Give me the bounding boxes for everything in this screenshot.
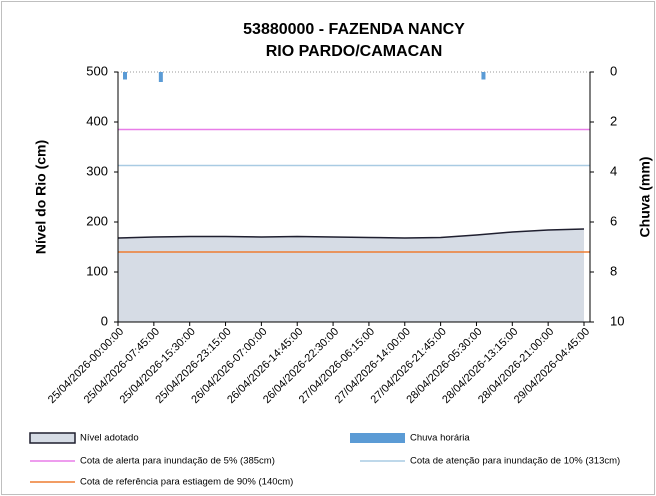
legend-label: Cota de atenção para inundação de 10% (3… (410, 456, 620, 467)
rain-bar (158, 72, 163, 82)
level-line (117, 228, 585, 239)
y-tick-label: 100 (86, 263, 108, 278)
legend-label: Nível adotado (80, 433, 139, 444)
y2-tick-label: 0 (610, 63, 617, 78)
legend-label: Chuva horária (410, 433, 470, 444)
legend-swatch (350, 433, 405, 443)
rain-bar (123, 72, 127, 80)
y2-tick-label: 10 (610, 313, 624, 328)
y-tick-label: 0 (101, 313, 108, 328)
level-area (118, 229, 584, 322)
rain-bar (481, 72, 486, 80)
y-axis-label: Nível do Rio (cm) (33, 140, 49, 254)
legend-swatch (29, 432, 76, 444)
y-tick-label: 200 (86, 213, 108, 228)
y-tick-label: 500 (86, 63, 108, 78)
y-tick-label: 400 (86, 113, 108, 128)
y-tick-label: 300 (86, 163, 108, 178)
y2-axis-label: Chuva (mm) (637, 157, 653, 238)
y2-tick-label: 4 (610, 163, 617, 178)
chart-title: 53880000 - FAZENDA NANCY (243, 21, 465, 38)
y2-tick-label: 8 (610, 263, 617, 278)
legend-label: Cota de referência para estiagem de 90% … (80, 477, 293, 488)
y2-tick-label: 6 (610, 213, 617, 228)
y2-tick-label: 2 (610, 113, 617, 128)
chart-subtitle: RIO PARDO/CAMACAN (266, 43, 443, 60)
legend-label: Cota de alerta para inundação de 5% (385… (80, 456, 275, 467)
